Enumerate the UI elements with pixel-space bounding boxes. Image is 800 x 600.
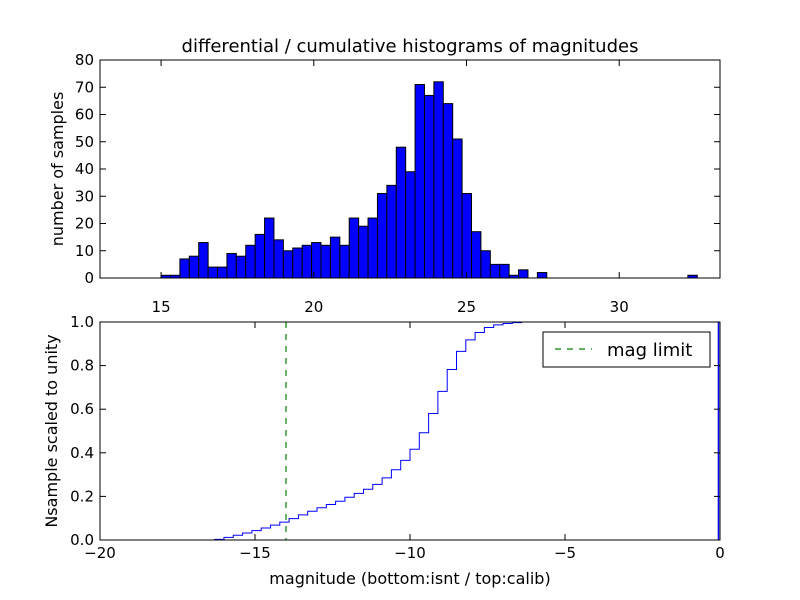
- legend: mag limit: [542, 331, 711, 368]
- histogram-bar: [433, 81, 444, 279]
- bottom-x-tick-label: −15: [239, 544, 271, 562]
- top-y-tick-label: 80: [75, 51, 94, 69]
- histogram-bar: [518, 269, 529, 279]
- top-y-tick-label: 60: [75, 106, 94, 124]
- histogram-bar: [386, 184, 397, 279]
- histogram-bar: [376, 193, 388, 279]
- histogram-bar: [395, 146, 407, 279]
- histogram-bar: [480, 250, 491, 279]
- bottom-x-tick-label: −10: [394, 544, 426, 562]
- histogram-bar: [367, 217, 378, 279]
- histogram-bar: [254, 233, 266, 279]
- top-x-tick-label: 30: [610, 298, 629, 316]
- top-y-tick-label: 0: [84, 269, 94, 287]
- bottom-y-tick-label: 1.0: [70, 313, 94, 331]
- histogram-bar: [320, 244, 331, 279]
- bottom-y-tick-label: 0.2: [70, 487, 94, 505]
- histogram-bar: [452, 138, 463, 279]
- histogram-bar: [461, 193, 473, 279]
- histogram-bar: [489, 263, 501, 279]
- histogram-bar: [442, 103, 454, 279]
- bottom-axis-ticks: −20 −15 −10 −5 0 0.0 0.2 0.4 0.6 0.8 1.0: [70, 313, 725, 562]
- histogram-bar: [348, 217, 360, 279]
- histogram-bar: [217, 266, 228, 279]
- histogram-bar: [235, 255, 247, 279]
- histogram-bar: [188, 255, 200, 279]
- cumulative-step-line: [100, 321, 720, 541]
- top-x-tick-label: 20: [304, 298, 323, 316]
- bottom-y-tick-label: 0.4: [70, 444, 94, 462]
- histogram-bar: [198, 242, 209, 279]
- histogram-bar: [179, 258, 190, 279]
- bottom-y-tick-label: 0.0: [70, 531, 94, 549]
- bottom-x-axis-label: magnitude (bottom:isnt / top:calib): [269, 569, 550, 588]
- histogram-bar: [292, 247, 303, 279]
- histogram-bar: [329, 236, 341, 279]
- histogram-bar: [301, 244, 313, 279]
- histogram-bar: [245, 244, 256, 279]
- bottom-y-axis-label: Nsample scaled to unity: [42, 334, 61, 527]
- histogram-bar: [264, 217, 275, 279]
- histogram-bar: [414, 84, 425, 279]
- top-y-tick-label: 30: [75, 187, 94, 205]
- bottom-x-tick-label: −5: [554, 544, 576, 562]
- histogram-bar: [423, 94, 435, 279]
- histogram-bar: [471, 231, 482, 279]
- bottom-x-tick-label: −20: [84, 544, 116, 562]
- histogram-bar: [499, 263, 510, 279]
- top-x-tick-label: 15: [152, 298, 171, 316]
- histogram-bar: [207, 266, 219, 279]
- histogram-bar: [358, 225, 369, 279]
- top-y-tick-label: 20: [75, 215, 94, 233]
- legend-mag-limit-label: mag limit: [607, 340, 692, 361]
- top-y-tick-label: 40: [75, 160, 94, 178]
- histogram-bar: [226, 252, 237, 279]
- bottom-x-tick-label: 0: [715, 544, 725, 562]
- histogram-bar: [273, 239, 284, 279]
- bottom-y-tick-label: 0.6: [70, 400, 94, 418]
- histogram-bar: [311, 242, 322, 279]
- bottom-cumulative-series: [100, 321, 720, 541]
- top-histogram-bars: [160, 81, 698, 279]
- histogram-bar: [405, 171, 416, 279]
- bottom-y-tick-label: 0.8: [70, 357, 94, 375]
- top-axis-ticks: 15 20 25 30 0 10 20 30 40 50 60 70 80: [75, 51, 720, 316]
- histogram-bar: [339, 244, 350, 279]
- top-y-tick-label: 10: [75, 242, 94, 260]
- top-x-tick-label: 25: [457, 298, 476, 316]
- histogram-bar: [282, 250, 294, 279]
- top-chart-title: differential / cumulative histograms of …: [182, 36, 639, 57]
- top-y-tick-label: 50: [75, 133, 94, 151]
- histogram-bar: [536, 272, 548, 279]
- top-y-tick-label: 70: [75, 78, 94, 96]
- top-y-axis-label: number of samples: [48, 92, 67, 247]
